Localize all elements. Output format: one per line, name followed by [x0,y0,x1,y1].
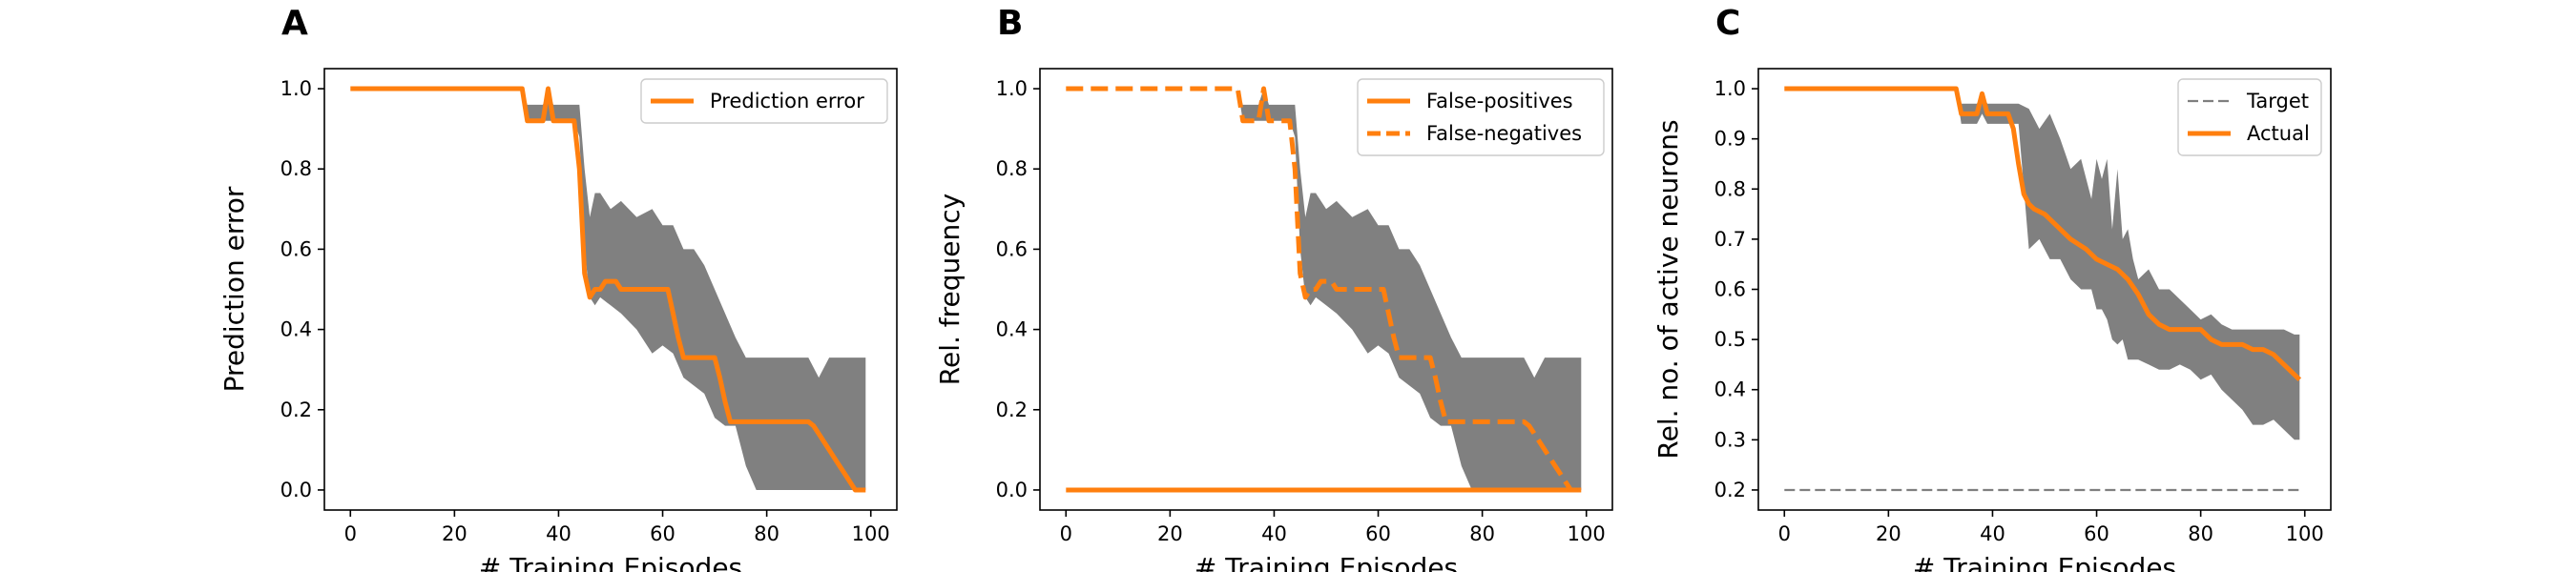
y-tick-label: 0.4 [1714,378,1746,401]
panel-letter: A [281,4,308,43]
series-line-2 [1066,86,1582,493]
x-tick-label: 0 [1778,522,1791,545]
y-tick-label: 0.9 [1714,128,1746,151]
x-tick-label: 0 [344,522,357,545]
plot-area [1066,86,1582,493]
x-tick-label: 0 [1060,522,1072,545]
y-tick-label: 0.7 [1714,228,1746,251]
x-tick-label: 40 [1980,522,2005,545]
x-tick-label: 80 [754,522,779,545]
legend-label: Target [2246,90,2309,112]
y-tick-label: 0.6 [280,237,312,260]
x-tick-label: 60 [2084,522,2109,545]
x-tick-label: 80 [1469,522,1495,545]
variability-band [350,89,866,490]
x-tick-label: 40 [546,522,571,545]
x-tick-label: 20 [442,522,467,545]
legend: Prediction error [640,78,888,124]
legend: Target Actual [2177,78,2322,156]
legend-box [1357,78,1605,156]
x-tick-label: 20 [1157,522,1183,545]
x-tick-label: 100 [1568,522,1606,545]
x-tick-label: 100 [852,522,890,545]
y-tick-label: 0.2 [280,398,312,421]
x-tick-label: 20 [1876,522,1901,545]
y-tick-label: 0.4 [996,318,1028,341]
x-axis-label: # Training Episodes [1913,552,2176,572]
axes-frame [1039,68,1613,511]
x-tick-label: 60 [1365,522,1391,545]
panel-c: C 0 20 40 60 80 100 0.2 0.3 0.4 0.5 0.6 0.7 0.8 0.9 1.0… [1652,4,2332,572]
x-axis-label: # Training Episodes [1195,552,1458,572]
axes-frame [323,68,898,511]
series-line-1 [350,86,866,493]
panel-letter: C [1715,4,1740,43]
legend-box [640,78,888,124]
y-tick-label: 0.2 [1714,479,1746,501]
y-tick-label: 0.0 [996,479,1028,501]
legend-label: Actual [2247,122,2310,145]
y-axis-label: Rel. frequency [934,194,966,385]
series-line-2 [1784,86,2302,382]
y-axis-label: Rel. no. of active neurons [1652,119,1684,459]
x-tick-label: 80 [2188,522,2213,545]
y-tick-label: 0.4 [280,318,312,341]
y-tick-label: 0.6 [1714,278,1746,301]
panel-a: A 0 20 40 60 80 100 0.0 0.2 0.4 0.6 0.8 1.0 # Trainin… [218,4,898,572]
y-tick-label: 1.0 [1714,77,1746,100]
y-tick-label: 0.5 [1714,328,1746,351]
y-tick-label: 0.8 [280,157,312,180]
legend: False-positives False-negatives [1357,78,1605,156]
y-tick-label: 1.0 [996,77,1028,100]
legend-label: Prediction error [710,90,864,112]
variability-band [1066,89,1582,490]
y-tick-label: 1.0 [280,77,312,100]
panel-b: B 0 20 40 60 80 100 0.0 0.2 0.4 0.6 0.8 1.0 # Trainin… [934,4,1613,572]
x-tick-label: 40 [1261,522,1287,545]
legend-box [2177,78,2322,156]
variability-band [1784,89,2300,440]
legend-label: False-negatives [1426,122,1582,145]
y-tick-label: 0.8 [1714,177,1746,200]
x-tick-label: 100 [2286,522,2324,545]
y-tick-label: 0.0 [280,479,312,501]
plot-area [350,86,866,493]
y-tick-label: 0.8 [996,157,1028,180]
plot-area [1784,86,2302,492]
x-axis-label: # Training Episodes [479,552,742,572]
y-tick-label: 0.2 [996,398,1028,421]
y-tick-label: 0.6 [996,237,1028,260]
y-axis-label: Prediction error [218,186,250,392]
y-tick-label: 0.3 [1714,428,1746,451]
x-tick-label: 60 [650,522,675,545]
legend-label: False-positives [1426,90,1573,112]
panel-letter: B [997,4,1023,43]
